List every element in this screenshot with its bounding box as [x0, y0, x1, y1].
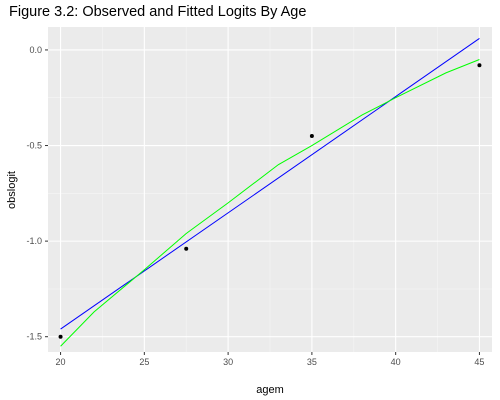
x-tick-label: 30 [223, 357, 233, 367]
fitted-line-blue [60, 38, 480, 330]
major-gridlines [48, 27, 492, 352]
data-point [58, 334, 63, 339]
y-tick-label: -1.0 [26, 236, 42, 246]
series-layer [60, 38, 480, 347]
x-tick-label: 40 [391, 357, 401, 367]
y-tick-label: 0.0 [29, 45, 42, 55]
x-tick-label: 20 [56, 357, 66, 367]
fitted-line-green [60, 59, 480, 347]
x-axis-ticks: 20 25 30 35 40 45 [56, 352, 484, 367]
x-tick-label: 35 [307, 357, 317, 367]
y-axis-ticks: -1.5 -1.0 -0.5 0.0 [26, 45, 48, 342]
data-point [184, 246, 189, 251]
y-tick-label: -0.5 [26, 141, 42, 151]
y-tick-label: -1.5 [26, 332, 42, 342]
y-axis-title: obslogit [6, 171, 18, 209]
chart-title: Figure 3.2: Observed and Fitted Logits B… [9, 4, 307, 20]
x-axis-title: agem [256, 384, 284, 396]
data-point [477, 63, 482, 68]
data-point [309, 133, 314, 138]
x-tick-label: 25 [139, 357, 149, 367]
points-layer [58, 63, 482, 339]
x-tick-label: 45 [474, 357, 484, 367]
